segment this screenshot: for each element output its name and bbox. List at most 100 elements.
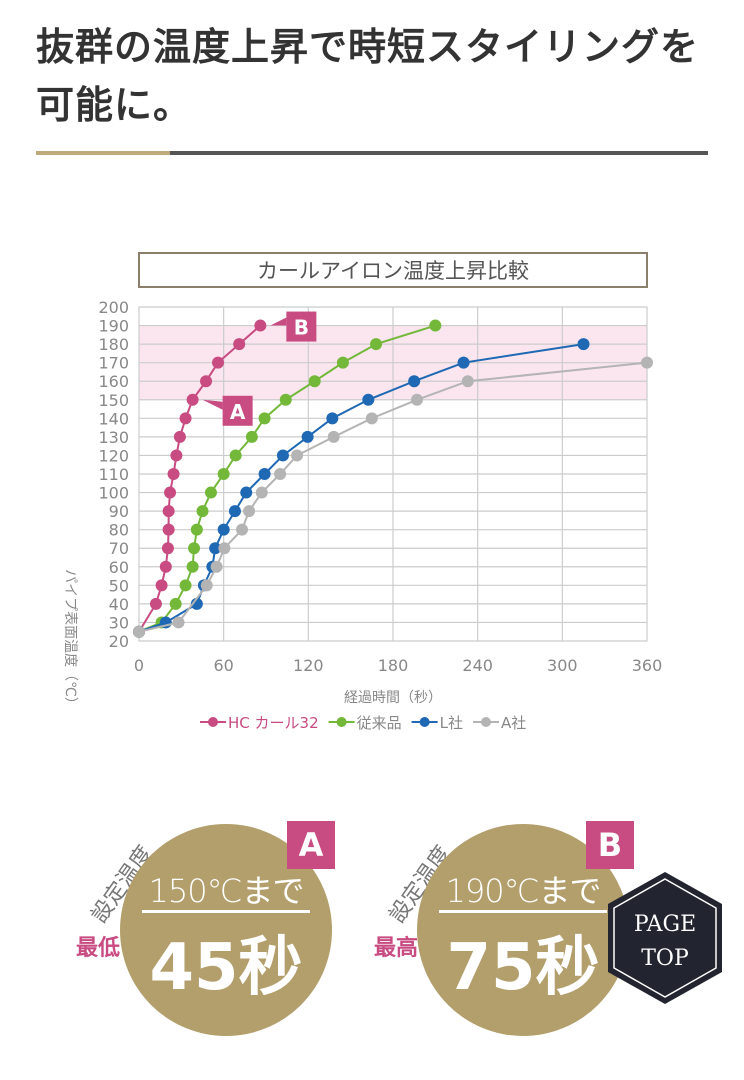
data-point <box>190 523 203 536</box>
annotation-pointer <box>202 399 223 410</box>
data-point <box>186 560 199 573</box>
data-point <box>210 560 223 573</box>
page-top-line1: PAGE <box>633 912 697 937</box>
data-point <box>255 486 268 499</box>
x-tick-label: 120 <box>293 656 324 675</box>
data-point <box>169 597 182 610</box>
data-point <box>233 338 246 351</box>
legend-marker <box>480 717 491 727</box>
data-point <box>179 412 192 425</box>
data-point <box>164 486 177 499</box>
data-point <box>217 523 230 536</box>
data-point <box>279 393 292 406</box>
card-a-condition: 150℃まで <box>148 872 304 910</box>
page-heading: 抜群の温度上昇で時短スタイリングを可能に。 <box>36 24 700 127</box>
data-point <box>162 505 175 518</box>
x-tick-label: 180 <box>378 656 409 675</box>
card-b-divider <box>439 910 607 913</box>
card-b-badge: B <box>586 821 634 869</box>
heading-rule-accent <box>36 151 170 155</box>
data-point <box>133 625 145 638</box>
data-point <box>212 356 225 369</box>
data-point <box>155 579 168 592</box>
data-point <box>229 449 242 462</box>
data-point <box>218 542 231 555</box>
data-point <box>370 338 383 351</box>
hexagon-icon <box>608 872 722 1004</box>
data-point <box>209 542 222 555</box>
data-point <box>410 393 423 406</box>
data-point <box>308 375 321 388</box>
data-point <box>336 356 349 369</box>
card-b-condition: 190℃まで <box>445 872 601 910</box>
temperature-chart: カールアイロン温度上昇比較 20304050607080901001101201… <box>62 252 663 732</box>
data-point <box>327 430 340 443</box>
data-point <box>173 430 186 443</box>
data-point <box>167 468 180 480</box>
y-tick-label: 90 <box>109 502 129 521</box>
card-b-arc-label: 最高 設定温度 <box>368 800 468 990</box>
data-point <box>254 319 267 332</box>
data-point <box>240 486 253 499</box>
y-tick-label: 130 <box>98 428 129 447</box>
data-point <box>577 338 590 351</box>
x-tick-label: 360 <box>632 656 663 675</box>
data-point <box>188 542 201 555</box>
data-point <box>365 412 378 425</box>
y-tick-label: 70 <box>109 539 129 558</box>
data-point <box>228 505 241 518</box>
data-point <box>274 468 287 480</box>
data-point <box>326 412 339 425</box>
y-tick-label: 30 <box>109 613 129 632</box>
data-point <box>204 486 217 499</box>
y-tick-label: 110 <box>98 465 129 484</box>
x-tick-label: 300 <box>547 656 578 675</box>
page-top-button[interactable]: PAGE TOP <box>606 870 724 1006</box>
x-axis-label: 経過時間（秒） <box>344 690 442 706</box>
y-tick-label: 20 <box>109 632 129 651</box>
card-a-arc-accent: 最低 <box>76 936 121 961</box>
card-b-time: 75秒 <box>446 931 600 1005</box>
page-top-line2: TOP <box>641 946 689 971</box>
heading-rule <box>170 151 708 155</box>
card-a-divider <box>142 910 310 913</box>
data-point <box>196 505 209 518</box>
data-point <box>243 505 256 518</box>
data-point <box>200 375 213 388</box>
data-point <box>179 579 192 592</box>
data-point <box>162 523 175 536</box>
annotation-badge <box>222 395 253 426</box>
data-point <box>217 468 230 480</box>
annotation-label: A <box>230 400 246 424</box>
data-point <box>362 393 375 406</box>
y-tick-label: 140 <box>98 409 129 428</box>
data-point <box>161 542 174 555</box>
legend-label: L社 <box>440 714 463 732</box>
y-tick-label: 190 <box>98 317 129 336</box>
data-point <box>641 356 653 369</box>
y-tick-label: 120 <box>98 446 129 465</box>
annotation-label: B <box>294 316 309 340</box>
legend-label: A社 <box>501 714 526 732</box>
data-point <box>245 430 258 443</box>
y-tick-label: 160 <box>98 372 129 391</box>
data-point <box>170 449 183 462</box>
x-tick-label: 60 <box>213 656 233 675</box>
data-point <box>172 616 185 629</box>
data-point <box>200 579 213 592</box>
legend-label: 従来品 <box>357 714 402 732</box>
y-tick-label: 60 <box>109 558 129 577</box>
data-point <box>408 375 421 388</box>
annotation-badge <box>286 311 317 342</box>
y-tick-label: 150 <box>98 391 129 410</box>
data-point <box>291 449 304 462</box>
data-point <box>301 430 314 443</box>
y-tick-label: 50 <box>109 576 129 595</box>
card-a-circle: 150℃まで 45秒 <box>120 824 332 1036</box>
data-point <box>461 375 474 388</box>
x-tick-label: 240 <box>462 656 493 675</box>
chart-title: カールアイロン温度上昇比較 <box>257 259 529 283</box>
data-point <box>149 597 162 610</box>
legend-marker <box>419 717 430 727</box>
card-a-badge: A <box>287 821 335 869</box>
